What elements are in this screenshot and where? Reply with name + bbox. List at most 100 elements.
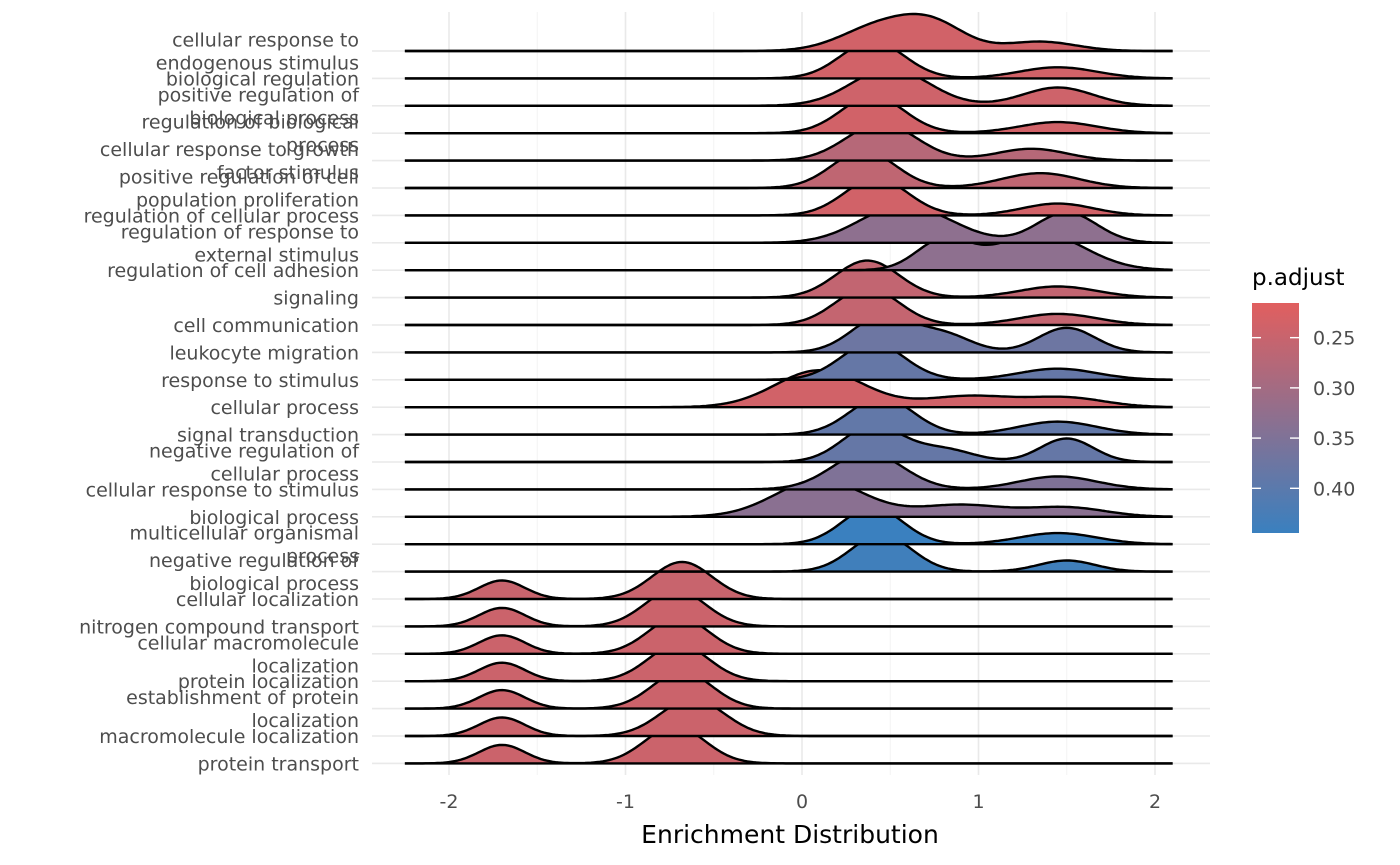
ridge-row — [404, 670, 1173, 710]
ridge-row — [404, 423, 1173, 464]
y-tick-label: negative regulation of biological process — [149, 550, 360, 595]
y-tick-label-line: regulation of cellular process — [84, 205, 359, 227]
ridge-fill — [404, 726, 1173, 764]
y-tick-label: leukocyte migration — [169, 342, 359, 364]
y-tick-label: signal transduction — [177, 425, 359, 447]
ridge-fill — [404, 562, 1173, 599]
x-axis-label: Enrichment Distribution — [641, 820, 939, 849]
x-tick-label: 0 — [796, 791, 808, 813]
ridge-fill — [404, 671, 1173, 709]
y-tick-label-line: biological process — [189, 507, 359, 529]
ridge-fill — [404, 507, 1173, 545]
ridge-fill — [404, 370, 1173, 408]
ridge-fill — [404, 452, 1173, 490]
ridge-fill — [404, 699, 1173, 736]
y-tick-label-line: cellular process — [210, 397, 359, 419]
y-tick-label-line: biological regulation — [166, 68, 359, 90]
ridge-fill — [404, 41, 1173, 79]
y-tick-label-line: population proliferation — [136, 190, 359, 212]
ridge-fill — [404, 342, 1173, 380]
y-tick-label-line: factor stimulus — [217, 162, 359, 184]
y-tick-label-line: positive regulation of — [158, 84, 361, 106]
y-tick-label: multicellular organismal process — [129, 523, 359, 568]
y-tick-label: positive regulation of cell population pr… — [119, 167, 359, 212]
x-tick-label: -2 — [440, 791, 459, 813]
ridge-fill — [404, 479, 1173, 517]
y-tick-label-line: signal transduction — [177, 425, 359, 447]
ridge-row — [404, 95, 1173, 135]
ridge-row — [404, 122, 1173, 162]
y-tick-label-line: endogenous stimulus — [156, 53, 359, 75]
ridge-row — [404, 40, 1173, 80]
y-tick-labels: cellular response to endogenous stimulusb… — [79, 30, 360, 776]
y-tick-label-line: localization — [251, 655, 359, 677]
y-tick-label: positive regulation of biological process — [158, 84, 361, 129]
ridge-row — [404, 314, 1173, 354]
x-tick-label: 2 — [1149, 791, 1161, 813]
y-tick-label: cellular process — [210, 397, 359, 419]
ridge-row — [404, 560, 1173, 601]
y-tick-label-line: localization — [251, 710, 359, 732]
x-tick-label: -1 — [616, 791, 635, 813]
ridge-fill — [404, 68, 1173, 106]
ridge-row — [404, 286, 1173, 327]
ridge-row — [404, 451, 1173, 491]
y-tick-label-line: biological process — [189, 107, 359, 129]
y-tick-label: regulation of response to external stimul… — [121, 221, 359, 266]
ridge-row — [404, 533, 1173, 573]
y-tick-label-line: cellular localization — [176, 589, 359, 611]
y-tick-label-line: biological process — [189, 573, 359, 595]
ridge-fill — [404, 14, 1173, 51]
y-tick-label: regulation of cellular process — [84, 205, 359, 227]
ridge-row — [404, 588, 1173, 628]
y-tick-label: protein transport — [198, 753, 359, 775]
y-tick-label: biological process — [189, 507, 359, 529]
y-tick-label-line: negative regulation of — [149, 550, 360, 572]
y-tick-label: establishment of protein localization — [126, 687, 359, 732]
ridge-fill — [404, 589, 1173, 627]
ridge-row — [404, 396, 1173, 436]
ridge-row — [404, 204, 1173, 245]
ridge-row — [404, 506, 1173, 546]
ridge-row — [404, 697, 1173, 738]
y-tick-label-line: process — [286, 546, 359, 568]
y-tick-label-line: regulation of cell adhesion — [107, 260, 359, 282]
x-tick-labels: -2 -1 0 1 2 — [440, 791, 1162, 813]
y-tick-label: protein localization — [178, 671, 359, 693]
ridge-fill — [404, 151, 1173, 188]
y-tick-label-line: response to stimulus — [161, 370, 359, 392]
y-tick-label: regulation of cell adhesion — [107, 260, 359, 282]
ridge-row — [404, 259, 1173, 299]
ridge-fill — [404, 644, 1173, 682]
ridge-row — [404, 12, 1173, 53]
y-tick-label: regulation of biological process — [142, 112, 359, 157]
y-tick-label-line: establishment of protein — [126, 687, 359, 709]
y-tick-label-line: cellular response to — [172, 30, 359, 52]
x-tick-label: 1 — [972, 791, 984, 813]
ridge-fill — [404, 260, 1173, 298]
y-tick-label-line: external stimulus — [194, 244, 359, 266]
ridge-fill — [404, 288, 1173, 325]
ridge-fill — [404, 178, 1173, 216]
ridge-row — [404, 177, 1173, 217]
legend-colorbar — [1252, 303, 1299, 533]
legend-tick-label: 0.40 — [1313, 478, 1355, 500]
y-tick-label: cellular macromolecule localization — [137, 632, 359, 677]
y-tick-label: nitrogen compound transport — [79, 616, 359, 638]
ridge-fill — [404, 96, 1173, 134]
legend: p.adjust 0.25 0.30 0.35 0.40 — [1252, 265, 1355, 533]
ridge-fill — [404, 397, 1173, 435]
ridge-row — [404, 149, 1173, 190]
y-tick-label-line: macromolecule localization — [99, 726, 359, 748]
y-tick-label: cellular response to endogenous stimulus — [156, 30, 359, 75]
y-tick-label-line: cellular response to stimulus — [86, 479, 359, 501]
legend-tick-label: 0.25 — [1313, 328, 1355, 350]
ridge-fill — [404, 315, 1173, 353]
ridge-row — [404, 725, 1173, 765]
y-tick-label: cellular localization — [176, 589, 359, 611]
ridge-row — [404, 67, 1173, 108]
y-tick-label: response to stimulus — [161, 370, 359, 392]
y-tick-label-line: cellular macromolecule — [137, 632, 359, 654]
y-tick-label-line: cell communication — [173, 315, 359, 337]
